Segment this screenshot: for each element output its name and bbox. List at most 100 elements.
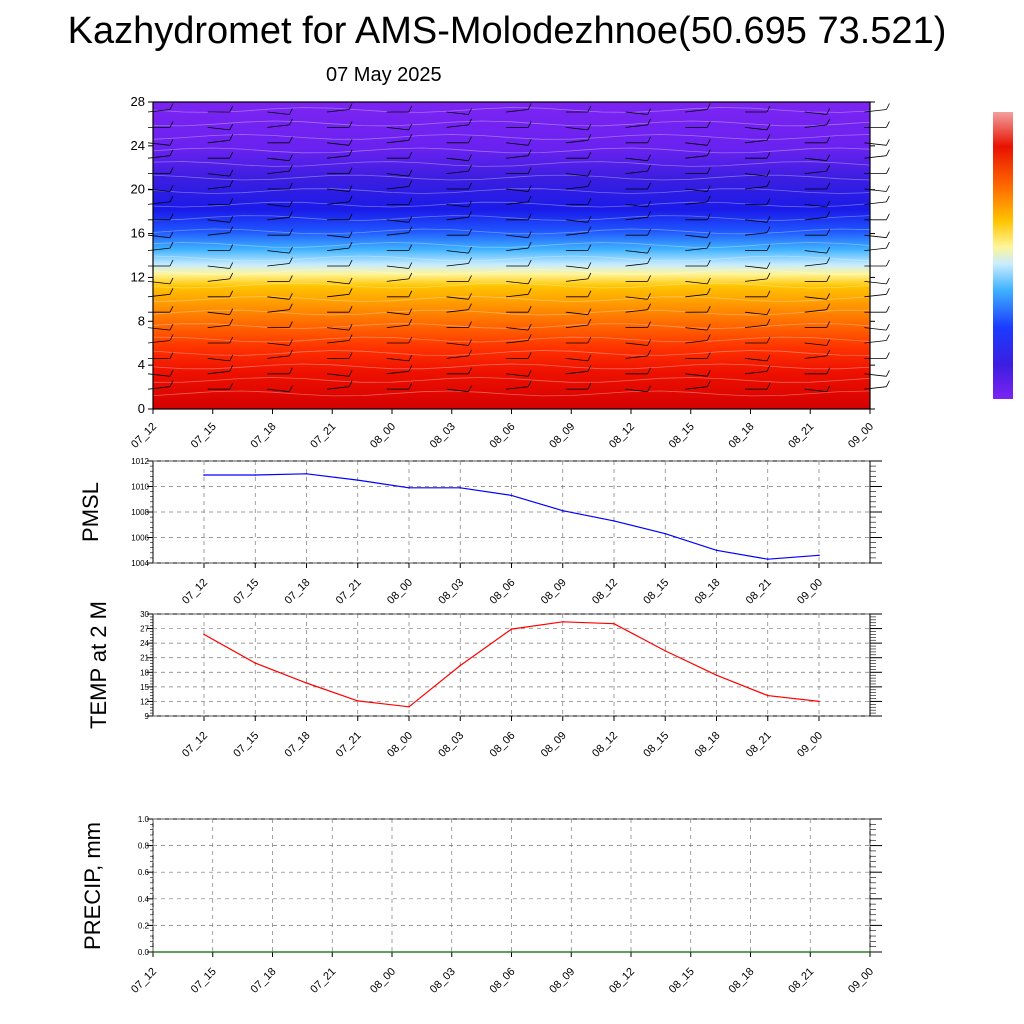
y-tick-label: 1.0 [138, 815, 150, 824]
wind-barb-flag [886, 370, 890, 377]
contour-line [152, 255, 871, 262]
chart-title: Kazhydromet for AMS-Molodezhnoe(50.695 7… [67, 10, 947, 52]
y-tick-label: 0.8 [138, 842, 150, 851]
y-tick-label: 20 [131, 182, 145, 197]
wind-barb-flag [408, 354, 413, 362]
wind-barb-flag [826, 339, 831, 346]
wind-barb-flag [408, 169, 413, 177]
heatmap-field [153, 102, 870, 409]
wind-barb-flag [587, 354, 592, 362]
wind-barb [207, 358, 230, 362]
wind-barb [625, 388, 648, 393]
wind-barb-flag [468, 293, 472, 300]
wind-barb [804, 309, 827, 313]
wind-barb-flag [587, 198, 592, 205]
wind-barb-flag [886, 288, 890, 295]
wind-barb-flag [766, 244, 771, 251]
wind-barb [804, 296, 827, 300]
wind-barb-flag [647, 200, 651, 208]
x-tick-label: 09_00 [846, 966, 876, 996]
wind-barb-flag [348, 323, 353, 331]
wind-barb-flag [289, 349, 293, 357]
y-tick-label: 0.2 [138, 921, 150, 930]
wind-barb-flag [766, 318, 771, 326]
data-point [331, 951, 334, 953]
wind-barb [565, 324, 588, 328]
wind-barb-flag [169, 139, 174, 146]
wind-barb-flag [229, 198, 234, 205]
x-tick-label: 07_21 [334, 577, 364, 607]
wind-barb-flag [706, 288, 711, 295]
wind-barb-flag [706, 323, 711, 331]
wind-barb [506, 247, 529, 251]
wind-barb-flag [468, 136, 472, 143]
wind-barb-flag [826, 257, 831, 264]
x-tick-label: 08_15 [641, 730, 671, 760]
y-tick-label: 18 [140, 668, 149, 677]
wind-barb-flag [348, 277, 353, 285]
y-axis-label: PRECIP, mm [80, 822, 105, 950]
wind-barb-flag [169, 277, 174, 285]
wind-barb-flag [348, 380, 353, 387]
wind-barb-flag [647, 367, 651, 374]
y-tick-label: 1012 [131, 457, 149, 466]
wind-barb-flag [826, 108, 831, 115]
contour-line [152, 363, 871, 370]
wind-barb-flag [527, 241, 532, 249]
wind-barb [685, 201, 708, 205]
wind-barb [386, 370, 409, 375]
wind-barb [267, 204, 290, 208]
wind-barb-flag [289, 200, 293, 208]
wind-barb-flag [468, 339, 472, 346]
wind-barb [327, 247, 350, 251]
wind-barb-flag [527, 334, 532, 341]
wind-barb [327, 201, 350, 205]
wind-barb [864, 142, 887, 146]
wind-barb [864, 247, 887, 251]
wind-barb-flag [289, 246, 293, 254]
wind-barb-flag [587, 169, 592, 177]
wind-barb [327, 373, 350, 377]
wind-barb [804, 388, 827, 393]
wind-barb [565, 139, 588, 144]
wind-barb-flag [826, 293, 831, 300]
wind-barb [565, 127, 588, 131]
wind-barb-flag [706, 139, 711, 146]
wind-barb-flag [886, 231, 890, 238]
wind-barb-flag [766, 354, 771, 362]
wind-barb [685, 281, 708, 285]
contour-line [152, 107, 871, 113]
contour-line [152, 120, 871, 127]
wind-barb [864, 373, 887, 377]
wind-barb-flag [348, 352, 353, 359]
wind-barb-flag [229, 169, 234, 177]
wind-barb [446, 111, 469, 115]
contour-line [152, 147, 871, 154]
wind-barb [804, 111, 827, 115]
colorbar [993, 112, 1013, 399]
wind-barb [446, 250, 469, 254]
wind-barb-flag [886, 259, 890, 267]
y-tick-label: 8 [138, 313, 145, 328]
wind-barb [446, 157, 469, 162]
data-point [152, 951, 154, 953]
wind-barb-flag [886, 334, 890, 341]
wind-barb-flag [647, 321, 651, 328]
wind-barb-flag [229, 365, 234, 372]
wind-barb [685, 340, 708, 344]
temp-panel: 07_12 07_15 07_18 07_21 08_00 08_03 08_06 08_09… [86, 601, 882, 760]
wind-barb [267, 170, 290, 174]
wind-barb-flag [348, 185, 353, 192]
wind-barb [147, 142, 171, 146]
wind-barb [565, 278, 588, 282]
wind-barb-flag [587, 262, 592, 269]
wind-barb [446, 124, 469, 128]
wind-barb-flag [826, 275, 831, 282]
wind-barb [147, 386, 171, 390]
wind-barb [685, 155, 708, 159]
wind-barb-flag [706, 195, 711, 203]
wind-barb-flag [408, 290, 413, 297]
wind-barb-flag [706, 352, 711, 359]
wind-barb-flag [468, 246, 472, 254]
